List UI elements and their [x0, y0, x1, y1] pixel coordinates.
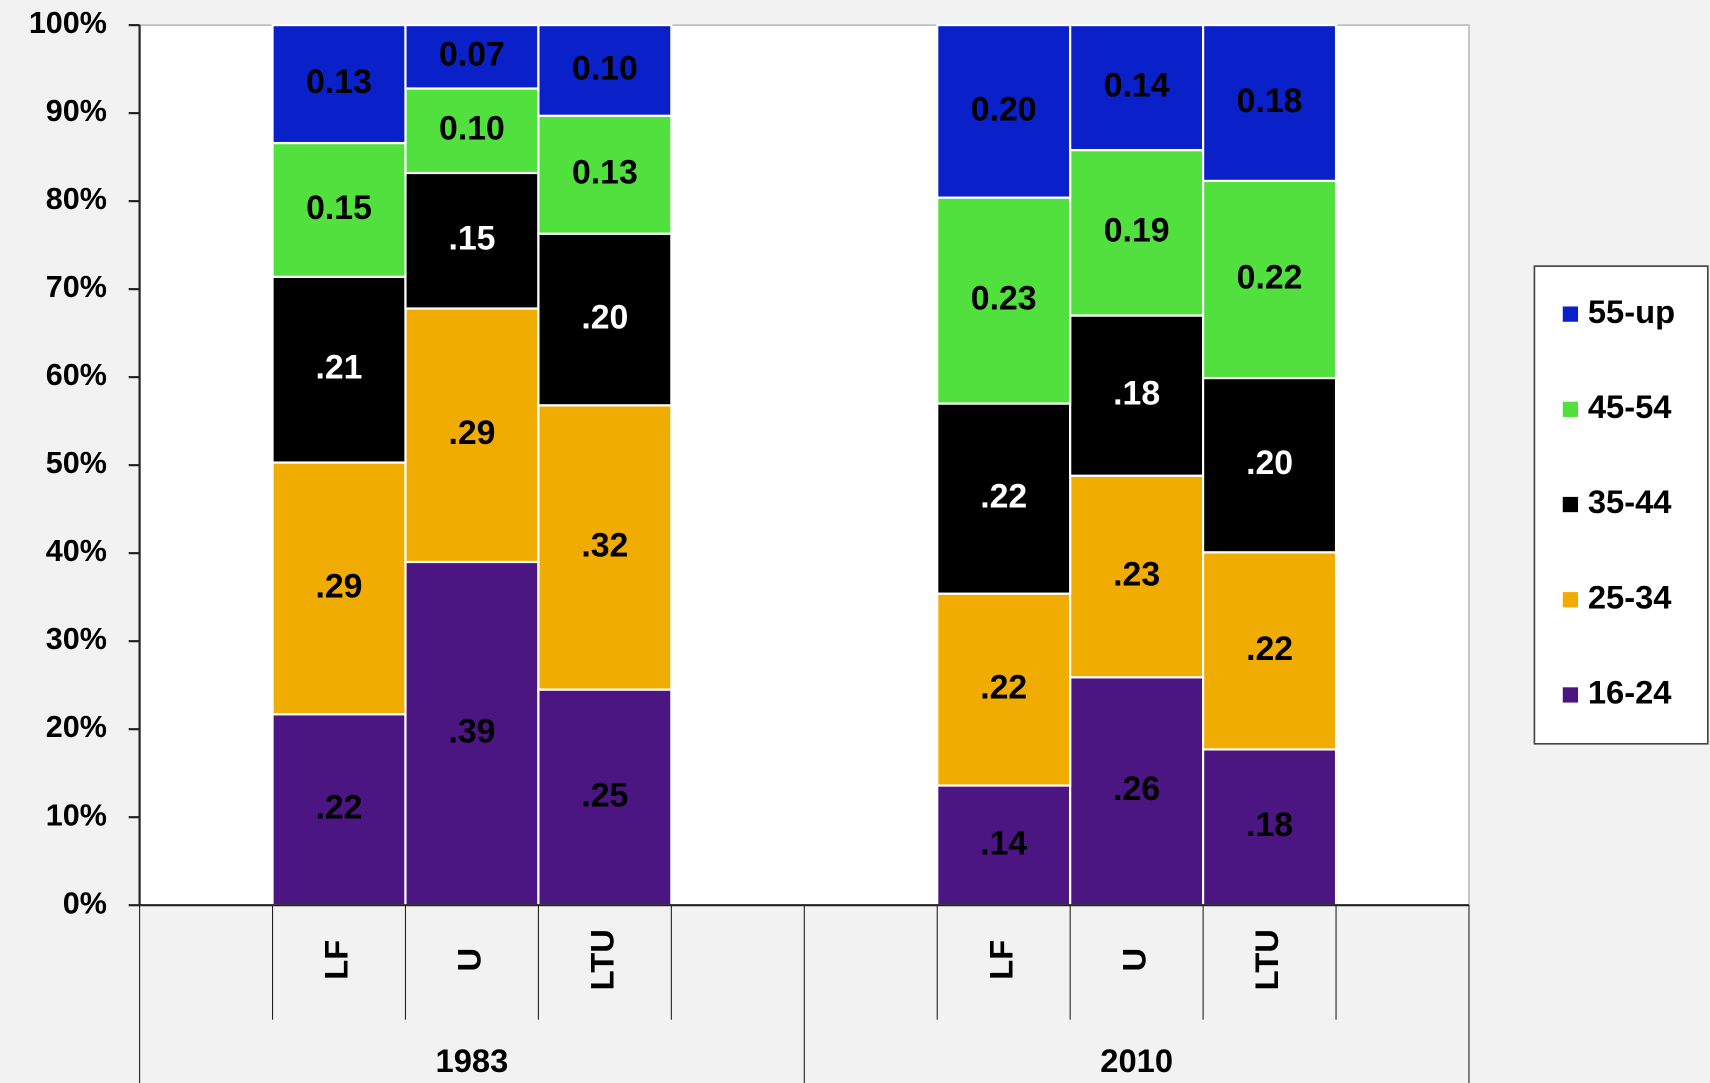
bar-segment	[271, 24, 407, 145]
value-label: .22	[1246, 630, 1293, 668]
value-label: .14	[980, 824, 1027, 862]
bar-segment	[1202, 376, 1338, 554]
value-label: 0.10	[572, 49, 638, 87]
value-label: .26	[1113, 770, 1160, 808]
value-label: .29	[316, 567, 363, 605]
y-tick-label: 100%	[29, 6, 107, 40]
value-label: 0.13	[306, 63, 372, 101]
value-label: .25	[581, 776, 628, 814]
y-tick-label: 0%	[63, 886, 107, 920]
x-tick-label: U	[1115, 948, 1152, 972]
y-tick-label: 90%	[46, 94, 107, 128]
value-label: .20	[581, 298, 628, 336]
legend-label: 35-44	[1588, 483, 1672, 520]
value-label: 0.15	[306, 189, 372, 227]
value-label: 0.07	[439, 36, 505, 74]
bar-segment	[936, 402, 1072, 595]
value-label: 0.13	[572, 154, 638, 192]
value-label: 0.19	[1104, 212, 1170, 250]
legend-swatch	[1562, 306, 1579, 322]
value-label: .39	[448, 713, 495, 751]
value-label: 0.20	[971, 90, 1037, 128]
value-label: 0.22	[1237, 258, 1303, 296]
value-label: .32	[581, 526, 628, 564]
x-tick-label: LF	[982, 940, 1019, 980]
bar-segment	[271, 141, 407, 278]
bar-segment	[404, 560, 540, 907]
y-tick-label: 10%	[46, 798, 107, 832]
group-label: 2010	[1100, 1042, 1173, 1079]
bar-segment	[404, 307, 540, 564]
bar-segment	[271, 461, 407, 716]
bar-segment	[404, 24, 540, 90]
group-label: 1983	[436, 1042, 509, 1079]
value-label: .21	[316, 349, 363, 387]
legend-swatch	[1562, 401, 1579, 417]
bar-segment	[1202, 24, 1338, 182]
y-tick-label: 40%	[46, 534, 107, 568]
bar-segment	[537, 24, 673, 117]
x-tick-label: LF	[318, 940, 355, 980]
y-tick-label: 30%	[46, 622, 107, 656]
value-label: 0.10	[439, 110, 505, 148]
value-label: .18	[1113, 375, 1160, 413]
bar-segment	[936, 24, 1072, 199]
bar-segment	[271, 275, 407, 464]
x-tick-label: LTU	[584, 929, 621, 990]
legend-label: 25-34	[1588, 578, 1672, 615]
bar-segment	[1202, 551, 1338, 751]
y-tick-label: 80%	[46, 182, 107, 216]
y-tick-label: 50%	[46, 446, 107, 480]
legend-swatch	[1562, 592, 1579, 608]
value-label: 0.23	[971, 280, 1037, 318]
value-label: .23	[1113, 555, 1160, 593]
bar-segment	[1069, 314, 1205, 477]
bar-segment	[1202, 179, 1338, 380]
bar-segment	[537, 232, 673, 407]
legend-label: 55-up	[1588, 293, 1675, 330]
value-label: .22	[316, 789, 363, 827]
value-label: .20	[1246, 444, 1293, 482]
value-label: .15	[448, 220, 495, 258]
value-label: .18	[1246, 806, 1293, 844]
legend-swatch	[1562, 496, 1579, 513]
value-label: .29	[448, 414, 495, 452]
legend-label: 16-24	[1588, 674, 1672, 711]
bar-segment	[936, 592, 1072, 787]
bar-segment	[537, 114, 673, 235]
y-tick-label: 70%	[46, 270, 107, 304]
value-label: .22	[980, 478, 1027, 516]
bar-segment	[537, 404, 673, 691]
y-tick-label: 60%	[46, 358, 107, 392]
value-label: 0.14	[1104, 67, 1170, 105]
x-tick-label: LTU	[1248, 929, 1285, 990]
bar-segment	[1202, 748, 1338, 907]
value-label: 0.18	[1237, 82, 1303, 120]
x-tick-label: U	[451, 948, 488, 972]
y-tick-label: 20%	[46, 710, 107, 744]
legend-swatch	[1562, 687, 1579, 703]
bar-segment	[936, 196, 1072, 405]
legend-label: 45-54	[1588, 388, 1672, 425]
bar-segment	[271, 713, 407, 907]
value-label: .22	[980, 669, 1027, 707]
